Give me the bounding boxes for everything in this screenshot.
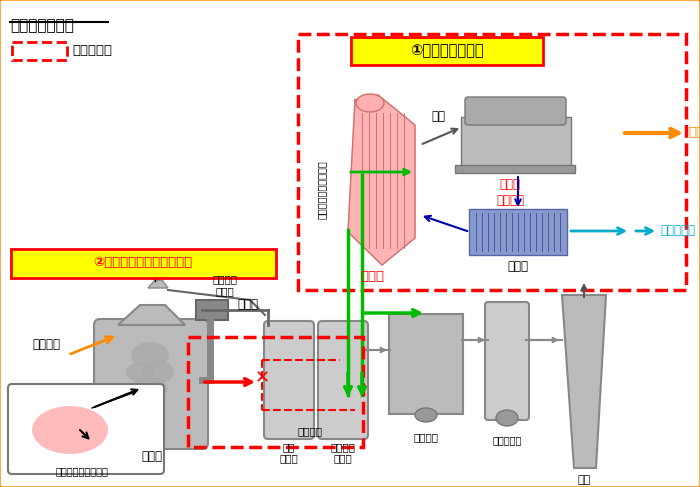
Text: 燃焼空気: 燃焼空気 <box>298 426 323 436</box>
Ellipse shape <box>496 410 518 426</box>
Polygon shape <box>148 280 168 288</box>
Polygon shape <box>118 305 185 325</box>
Text: 蒸気: 蒸気 <box>431 111 445 124</box>
Text: 排ガス（未利用熱量）: 排ガス（未利用熱量） <box>317 161 327 219</box>
Text: 燃焼空気
ダクト: 燃焼空気 ダクト <box>213 274 237 296</box>
Text: ①高効率発電技術: ①高効率発電技術 <box>410 43 484 58</box>
Text: ②局所撹拌空気吹込み技術: ②局所撹拌空気吹込み技術 <box>93 257 192 269</box>
Ellipse shape <box>415 408 437 422</box>
Text: 焼却炉: 焼却炉 <box>141 450 162 463</box>
Ellipse shape <box>132 376 167 400</box>
Ellipse shape <box>131 342 169 368</box>
Ellipse shape <box>126 362 154 382</box>
Bar <box>298 34 686 290</box>
Bar <box>12 42 67 60</box>
Text: 白煙防止
予熱器: 白煙防止 予熱器 <box>330 442 356 464</box>
FancyBboxPatch shape <box>469 209 567 255</box>
Text: 脱水汚泥: 脱水汚泥 <box>32 338 60 352</box>
FancyBboxPatch shape <box>94 319 208 449</box>
Text: 空気
予熱器: 空気 予熱器 <box>279 442 298 464</box>
FancyBboxPatch shape <box>351 37 543 65</box>
Bar <box>188 337 363 447</box>
Text: 煙突: 煙突 <box>578 475 591 485</box>
Polygon shape <box>348 95 415 265</box>
Text: 局所撹拌空気吹込み: 局所撹拌空気吹込み <box>55 466 108 476</box>
FancyBboxPatch shape <box>318 321 368 439</box>
Text: 排煙処理塔: 排煙処理塔 <box>492 435 522 445</box>
FancyBboxPatch shape <box>461 117 571 169</box>
Ellipse shape <box>356 94 384 112</box>
Bar <box>196 300 228 320</box>
Text: ✕: ✕ <box>254 369 270 387</box>
Text: 復水式
タービン: 復水式 タービン <box>496 178 524 207</box>
FancyBboxPatch shape <box>11 249 276 278</box>
FancyBboxPatch shape <box>485 302 529 420</box>
Text: ボイラ: ボイラ <box>360 270 384 283</box>
FancyBboxPatch shape <box>465 97 566 125</box>
Text: 排ガス: 排ガス <box>237 299 258 312</box>
Ellipse shape <box>142 361 174 383</box>
FancyBboxPatch shape <box>264 321 314 439</box>
Text: 電力: 電力 <box>688 127 700 139</box>
FancyBboxPatch shape <box>8 384 164 474</box>
FancyBboxPatch shape <box>389 314 463 414</box>
Text: 集塵装置: 集塵装置 <box>414 432 438 442</box>
Text: ：実証範囲: ：実証範囲 <box>72 44 112 57</box>
Text: 下水処理水: 下水処理水 <box>660 225 695 238</box>
Text: 提案技術の概要: 提案技術の概要 <box>10 18 74 33</box>
Polygon shape <box>562 295 606 468</box>
Text: 復水器: 復水器 <box>508 260 528 273</box>
Bar <box>455 165 575 173</box>
Ellipse shape <box>32 406 108 454</box>
